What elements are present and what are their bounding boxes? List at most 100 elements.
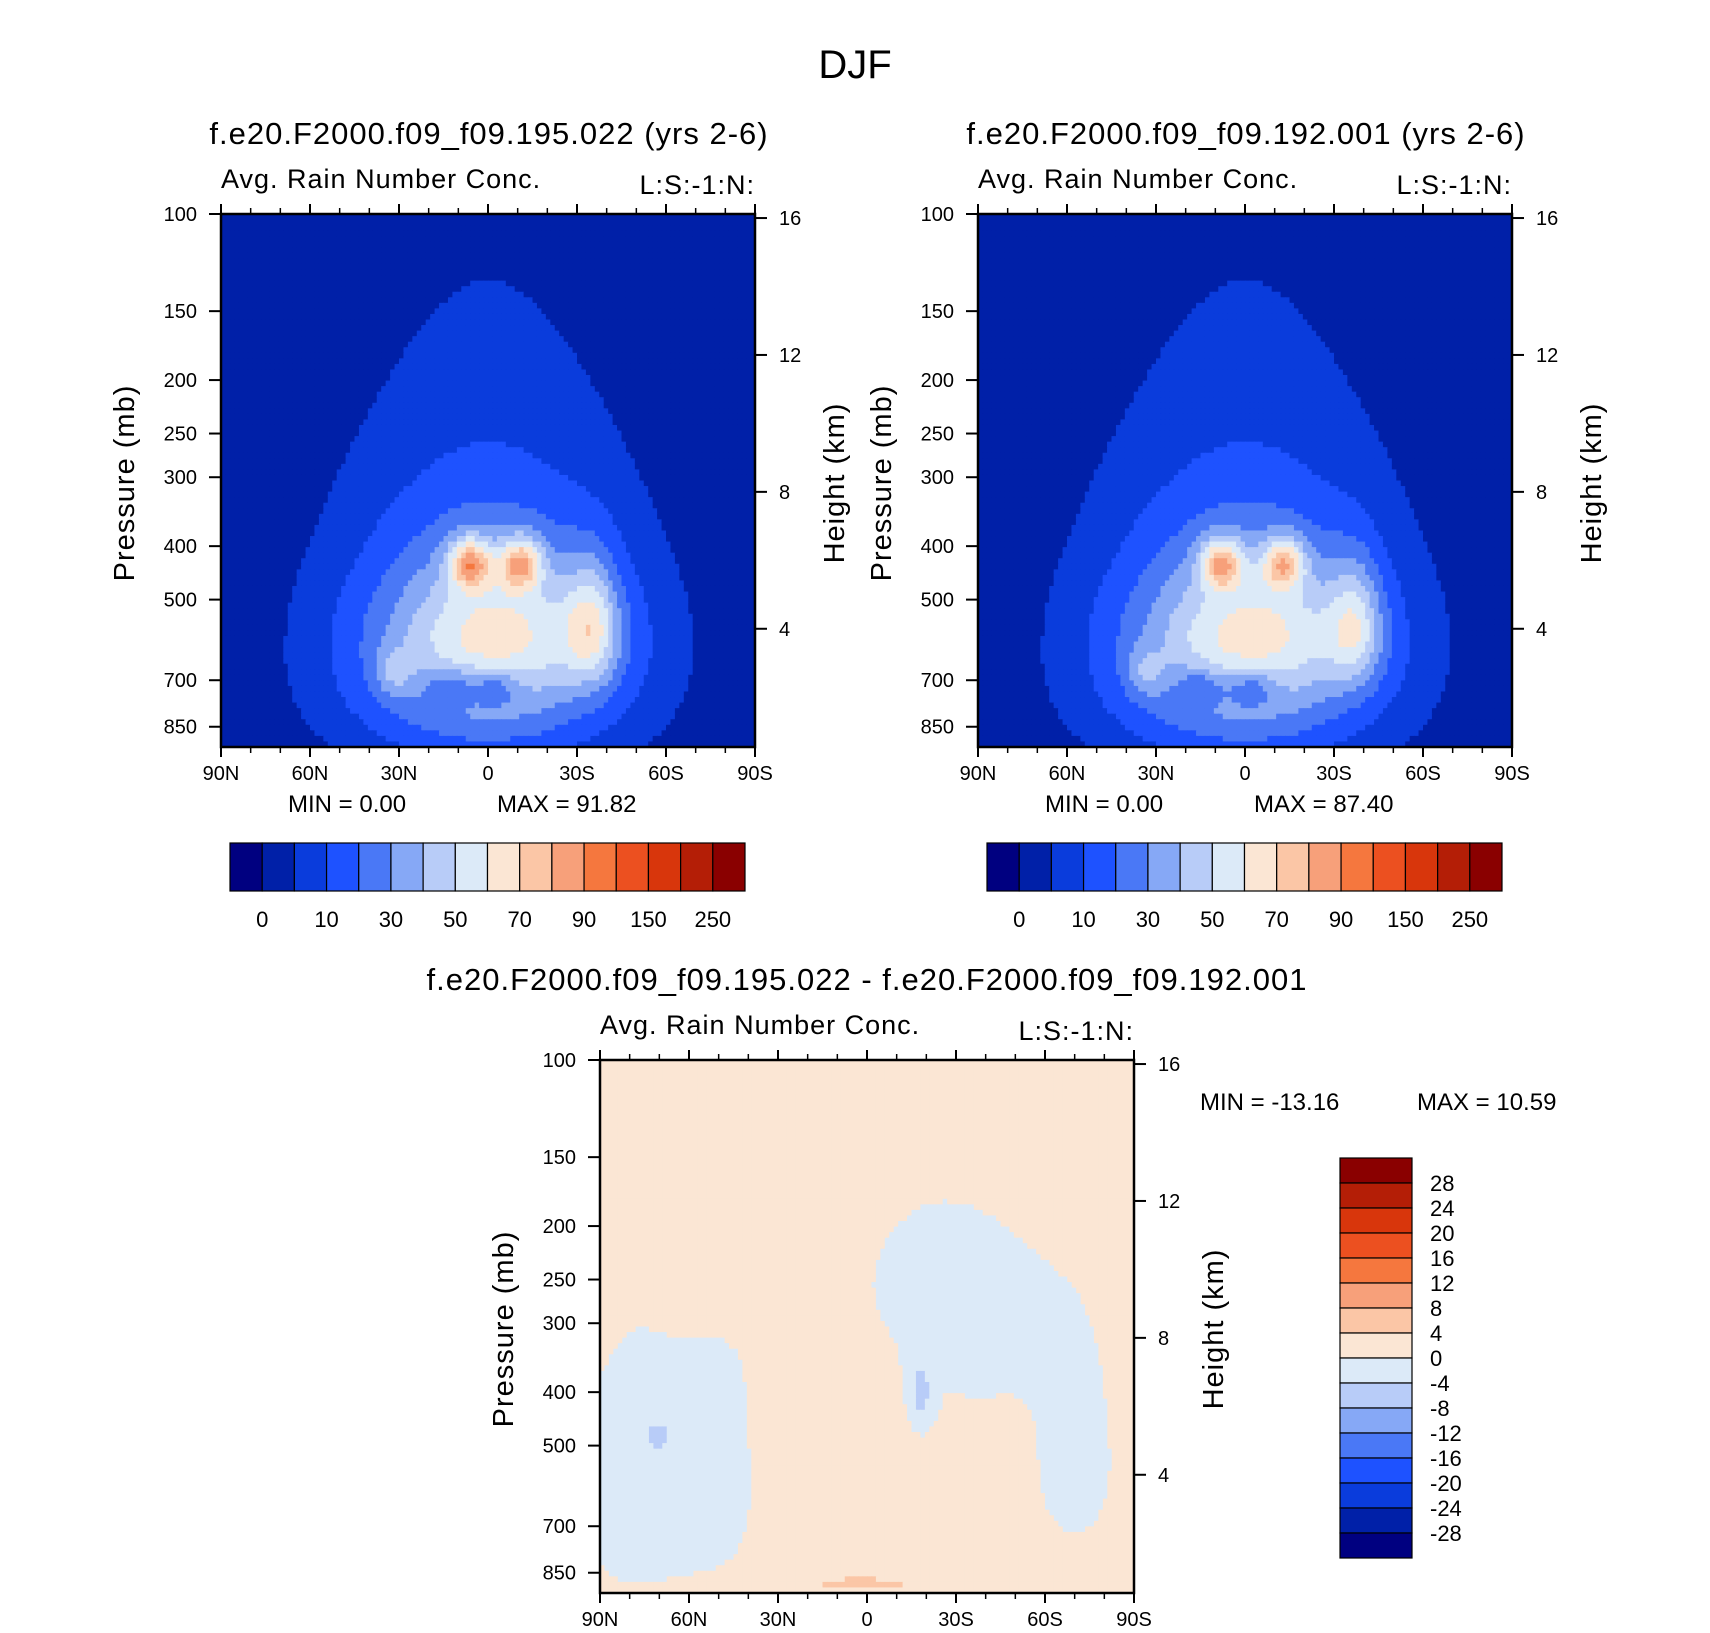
- field-cell: [470, 341, 476, 348]
- field-cell: [723, 258, 729, 265]
- field-cell: [358, 225, 364, 232]
- field-cell: [238, 214, 244, 221]
- field-cell: [532, 269, 538, 276]
- field-cell: [652, 269, 658, 276]
- field-cell: [692, 330, 698, 337]
- field-cell: [603, 230, 609, 237]
- field-cell: [697, 358, 703, 365]
- field-cell: [714, 380, 720, 387]
- field-cell: [363, 219, 369, 226]
- field-cell: [599, 424, 605, 432]
- field-cell: [261, 419, 267, 426]
- field-cell: [434, 308, 440, 315]
- field-cell: [612, 408, 618, 415]
- field-cell: [412, 258, 418, 265]
- field-cell: [674, 419, 680, 426]
- field-cell: [492, 419, 498, 426]
- field-cell: [723, 408, 729, 415]
- field-cell: [625, 430, 631, 437]
- field-cell: [523, 369, 529, 376]
- field-cell: [674, 302, 680, 309]
- field-cell: [381, 424, 387, 432]
- field-cell: [719, 352, 725, 359]
- field-cell: [741, 247, 747, 254]
- field-cell: [416, 247, 422, 254]
- field-cell: [479, 413, 485, 421]
- field-cell: [496, 236, 502, 243]
- field-cell: [750, 225, 755, 232]
- field-cell: [247, 280, 253, 287]
- field-cell: [407, 380, 413, 387]
- field-cell: [634, 247, 640, 254]
- field-cell: [528, 286, 534, 293]
- field-cell: [652, 308, 658, 315]
- field-cell: [238, 380, 244, 387]
- field-cell: [323, 352, 329, 359]
- field-cell: [278, 230, 284, 237]
- field-cell: [505, 436, 511, 443]
- field-cell: [479, 319, 485, 326]
- field-cell: [336, 236, 342, 243]
- field-cell: [318, 424, 324, 432]
- field-cell: [621, 363, 627, 371]
- field-cell: [577, 236, 583, 243]
- field-cell: [456, 386, 462, 393]
- field-cell: [372, 341, 378, 348]
- field-cell: [514, 363, 520, 371]
- field-cell: [501, 347, 507, 354]
- field-cell: [390, 214, 396, 221]
- field-cell: [545, 247, 551, 254]
- field-cell: [310, 313, 316, 321]
- field-cell: [287, 241, 293, 248]
- field-cell: [238, 241, 244, 248]
- field-cell: [514, 424, 520, 432]
- field-cell: [261, 325, 267, 332]
- field-cell: [666, 258, 672, 265]
- field-cell: [447, 214, 453, 221]
- field-cell: [581, 247, 587, 254]
- field-cell: [528, 413, 534, 421]
- field-cell: [283, 436, 289, 443]
- field-cell: [585, 336, 591, 343]
- field-cell: [394, 214, 400, 221]
- field-cell: [577, 363, 583, 371]
- field-cell: [416, 430, 422, 437]
- field-cell: [536, 380, 542, 387]
- field-cell: [243, 369, 249, 376]
- field-cell: [496, 386, 502, 393]
- field-cell: [674, 269, 680, 276]
- field-cell: [554, 286, 560, 293]
- field-cell: [710, 280, 716, 287]
- field-cell: [221, 302, 227, 309]
- field-cell: [390, 441, 396, 448]
- field-cell: [536, 408, 542, 415]
- field-cell: [510, 247, 516, 254]
- field-cell: [452, 286, 458, 293]
- field-cell: [385, 280, 391, 287]
- field-cell: [723, 247, 729, 254]
- field-cell: [434, 225, 440, 232]
- field-cell: [719, 269, 725, 276]
- field-cell: [559, 241, 565, 248]
- field-cell: [581, 352, 587, 359]
- field-cell: [269, 408, 275, 415]
- field-cell: [341, 386, 347, 393]
- field-cell: [238, 391, 244, 398]
- field-cell: [568, 263, 574, 271]
- field-cell: [274, 325, 280, 332]
- field-cell: [545, 436, 551, 443]
- field-cell: [305, 336, 311, 343]
- field-cell: [519, 336, 525, 343]
- field-cell: [528, 369, 534, 376]
- field-cell: [732, 247, 738, 254]
- field-cell: [741, 280, 747, 287]
- field-cell: [581, 336, 587, 343]
- field-cell: [496, 286, 502, 293]
- field-cell: [661, 391, 667, 398]
- field-cell: [474, 402, 480, 409]
- field-cell: [301, 291, 307, 298]
- field-cell: [683, 413, 689, 421]
- field-cell: [238, 375, 244, 382]
- field-cell: [501, 236, 507, 243]
- field-cell: [305, 302, 311, 309]
